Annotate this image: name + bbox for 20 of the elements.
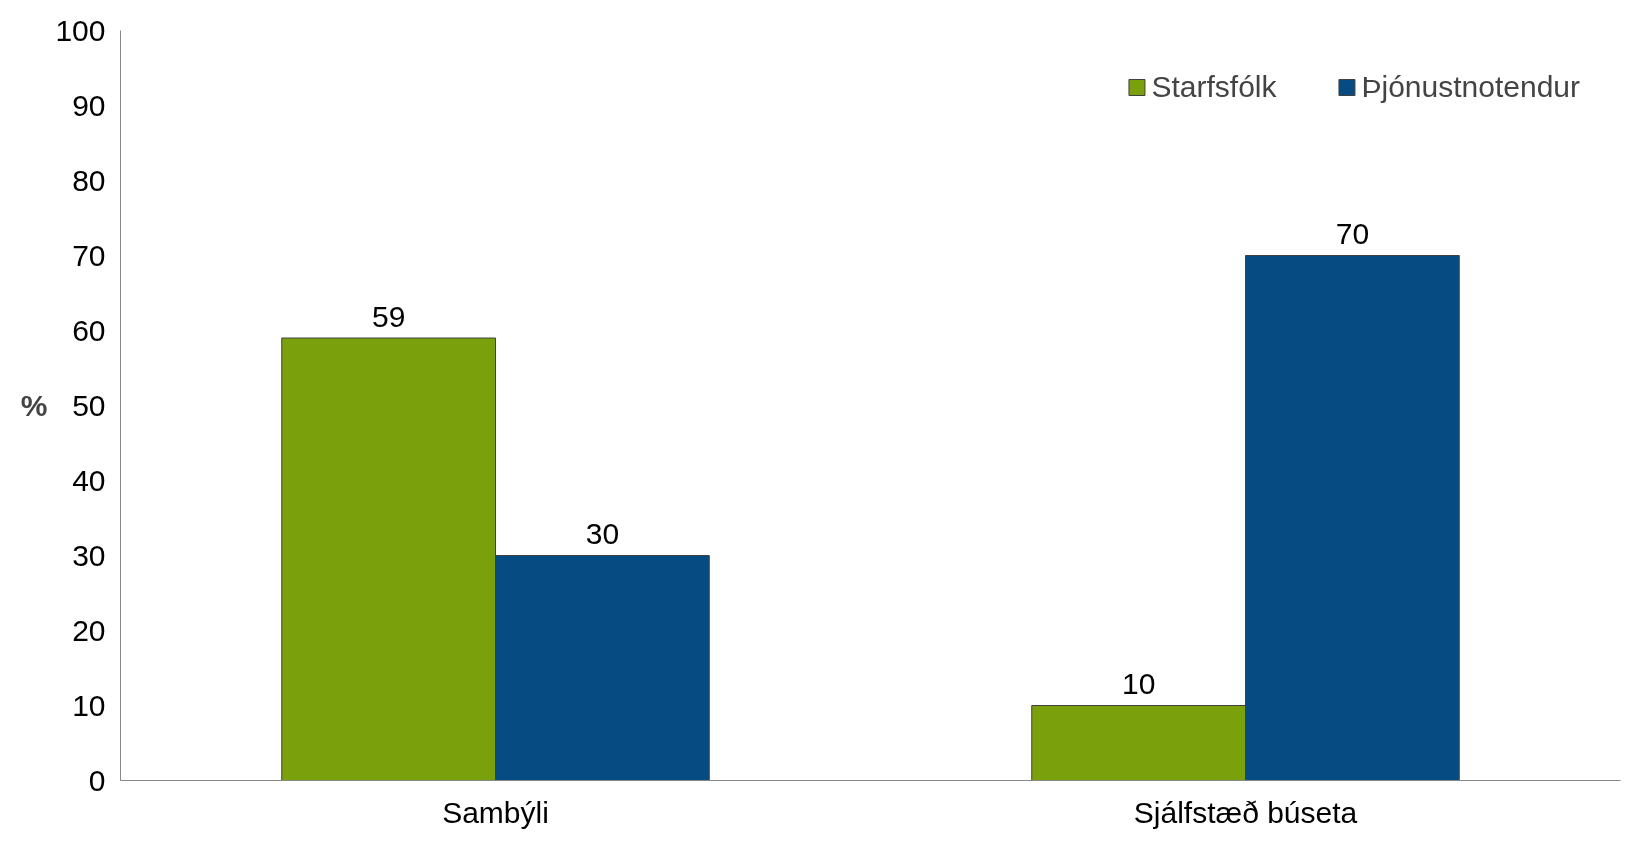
- data-label: 30: [585, 517, 620, 551]
- y-tick-label: 80: [72, 163, 106, 197]
- y-tick-label: 70: [72, 238, 106, 272]
- y-tick-label: 40: [72, 463, 106, 497]
- legend-label: Þjónustnotendur: [1361, 70, 1580, 104]
- data-label: 59: [371, 299, 406, 333]
- y-tick-label: 60: [72, 313, 106, 347]
- y-tick-label: 20: [72, 613, 106, 647]
- data-label: 10: [1121, 667, 1156, 701]
- y-tick-label: 0: [88, 763, 106, 797]
- legend-label: Starfsfólk: [1151, 70, 1277, 104]
- y-axis-title: %: [20, 389, 48, 422]
- y-tick-label: 100: [55, 13, 106, 47]
- y-tick-label: 90: [72, 88, 106, 122]
- y-tick-label: 30: [72, 538, 106, 572]
- x-tick-label: Sjálfstæð búseta: [1133, 795, 1358, 829]
- x-tick-label: Sambýli: [442, 795, 549, 829]
- data-label: 70: [1335, 217, 1370, 251]
- y-tick-label: 10: [72, 688, 106, 722]
- y-tick-label: 50: [72, 388, 106, 422]
